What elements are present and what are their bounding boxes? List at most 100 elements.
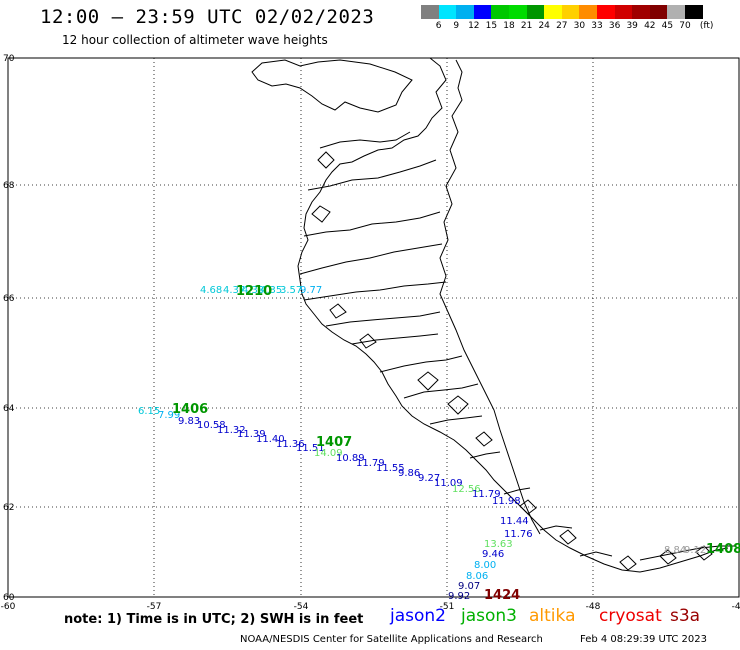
coastline-segment [359,333,377,349]
pass-time-label: 1408 [706,542,740,557]
legend-label: 45 [661,21,674,31]
coastline-segment [329,303,347,319]
lat-label: 66 [3,294,15,304]
coastline-segment [319,131,411,149]
wave-height-value: 11.76 [504,529,533,540]
coastline-segment [317,151,335,169]
axis-labels: 70 68 66 64 62 60-60 -57 -54 -51 -48 -45 [1,54,740,612]
satellite-jason3: jason3 [461,606,517,626]
wave-height-value: 11.09 [434,478,463,489]
pass-1408: 8.849.12 1408 [664,542,740,557]
pass-1210: 4.68 4.374.334.353.579.77 1210 [200,284,322,299]
wave-height-value: 8.00 [474,560,496,571]
lat-label: 64 [3,404,15,414]
wave-height-value: 9.27 [418,473,440,484]
wave-height-value: 10.58 [197,420,226,431]
coastline-segment [639,545,736,561]
wave-height-value: 3.57 [280,285,302,296]
legend-label: 24 [538,21,550,31]
coastline-segment [297,57,729,573]
wave-height-value: 4.68 [200,285,222,296]
legend-label: 33 [591,21,603,31]
legend-swatches [421,5,703,19]
coastline-segment [447,395,469,415]
wave-height-value: 9.46 [482,549,504,560]
pass-time-label: 1406 [172,402,208,417]
coastline-segment [307,159,437,191]
legend-swatch [526,5,545,19]
coastline-segment [695,545,713,561]
satellite-s3a: s3a [670,606,701,626]
wave-height-value: 11.39 [237,429,266,440]
lat-label: 70 [3,54,15,64]
coastline-segment [251,59,413,113]
credit-line: NOAA/NESDIS Center for Satellite Applica… [240,634,543,645]
wave-height-value: 6.15 [138,406,160,417]
coastline-segment [403,383,479,399]
footer-note: note: 1) Time is in UTC; 2) SWH is in fe… [64,612,364,627]
legend-labels: 6 9 12 15 18 21 24 27 30 33 36 39 42 45 70 (ft) [421,19,714,33]
coastline-segment [417,371,439,391]
wave-height-value: 9.92 [448,591,470,602]
wave-height-value: 9.86 [398,468,420,479]
wave-height-value: 9.12 [684,545,706,556]
legend-label: 70 [679,21,691,31]
legend-swatch [684,5,703,19]
legend-label: 36 [608,21,621,31]
coastline-segment [559,529,577,545]
wave-height-value: 11.55 [376,463,405,474]
coastline-segment [475,431,493,447]
lat-label: 68 [3,181,15,191]
coastline-segment [439,59,541,535]
coastline-segment [539,525,573,531]
legend-swatch [473,5,492,19]
legend-label: 12 [468,21,480,31]
credit-timestamp: Feb 4 08:29:39 UTC 2023 [580,634,707,645]
legend-swatch [596,5,615,19]
coastline-segment [503,487,531,495]
wave-height-value: 12.56 [452,484,481,495]
pass-1406: 6.157.999.8310.5811.3211.3911.4011.3611.… [138,402,325,454]
legend-label: 21 [520,21,533,31]
wave-height-value: 4.37 [223,285,245,296]
legend-label: 6 [435,21,442,31]
legend-swatch [667,5,685,19]
pass-1407: 14.0910.8911.7911.559.869.2711.0912.5611… [314,435,533,540]
wave-height-value: 9.77 [300,285,322,296]
coastline-segment [325,311,441,327]
coastline-segment [311,205,331,223]
wave-height-value: 11.98 [492,496,521,507]
map-title: 12:00 – 23:59 UTC 02/02/2023 [40,6,375,28]
legend-swatch [632,5,650,19]
coastline-segment [469,451,501,459]
wave-height-value: 11.40 [256,434,285,445]
legend-swatch [614,5,633,19]
wave-height-value: 11.79 [472,489,501,500]
wave-height-value: 4.35 [260,285,282,296]
wave-height-value: 13.63 [484,539,513,550]
coastline-segment [619,555,637,571]
pass-time-label: 1210 [236,284,272,299]
legend-swatch [649,5,668,19]
lon-label: -51 [440,602,455,612]
wave-height-value: 11.36 [276,439,305,450]
legend-swatch [544,5,562,19]
satellite-cryosat: cryosat [599,606,662,626]
legend-swatch [508,5,527,19]
lat-lon-grid [7,57,740,598]
coastline-segment [351,333,439,345]
wave-height-value: 14.09 [314,448,343,459]
lon-label: -48 [586,602,601,612]
satellite-jason2: jason2 [390,606,446,626]
coastline-segment [299,243,443,275]
coastline-segment [429,415,483,425]
color-legend: 6 9 12 15 18 21 24 27 30 33 36 39 42 45 70 (ft) [421,5,714,33]
coastline-segment [303,281,447,301]
legend-unit: (ft) [699,21,714,31]
legend-label: 39 [626,21,638,31]
wave-height-value: 8.06 [466,571,488,582]
wave-height-value: 9.07 [458,581,480,592]
wave-height-value: 9.83 [178,416,200,427]
legend-label: 30 [573,21,586,31]
